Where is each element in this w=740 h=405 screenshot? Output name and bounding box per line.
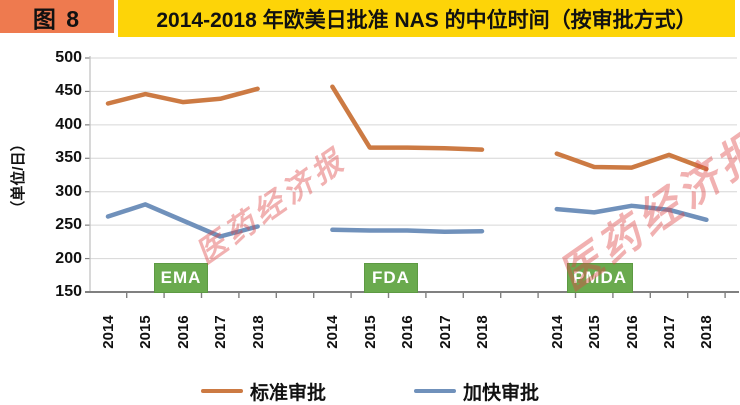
legend-label-expedited: 加快审批 <box>463 382 540 404</box>
y-tick-label: 250 <box>55 216 82 234</box>
x-tick-label-ema-2018: 2018 <box>249 315 267 349</box>
y-tick-label: 500 <box>55 49 82 66</box>
y-tick-label: 150 <box>55 283 82 300</box>
x-tick-label-fda-2015: 2015 <box>361 315 379 349</box>
agency-label-ema: EMA <box>154 263 208 293</box>
x-tick-label-pmda-2017: 2017 <box>661 315 678 349</box>
x-tick-label-pmda-2018: 2018 <box>698 315 716 349</box>
legend-label-standard: 标准审批 <box>249 382 326 404</box>
x-tick-label-ema-2016: 2016 <box>174 315 192 349</box>
line-expedited-fda <box>330 227 485 235</box>
legend-item-expedited: 加快审批 <box>414 378 539 405</box>
x-tick-label-ema-2015: 2015 <box>137 315 155 349</box>
line-standard-pmda <box>554 151 709 172</box>
x-tick-label-ema-2017: 2017 <box>212 315 230 349</box>
line-expedited-pmda <box>554 203 709 223</box>
y-tick-label: 350 <box>55 149 82 167</box>
x-tick-label-fda-2014: 2014 <box>324 315 342 349</box>
x-tick-label-pmda-2014: 2014 <box>548 315 566 349</box>
x-tick-label-pmda-2015: 2015 <box>586 315 604 349</box>
y-tick-label: 300 <box>55 182 82 200</box>
x-tick-label-ema-2014: 2014 <box>100 315 117 349</box>
chart-legend: 标准审批 加快审批 <box>0 378 740 405</box>
expedited-line-swatch <box>414 389 456 393</box>
x-tick-label-fda-2017: 2017 <box>436 315 454 349</box>
chart-title: 2014-2018 年欧美日批准 NAS 的中位时间（按审批方式） <box>118 0 735 37</box>
x-tick-label-fda-2018: 2018 <box>474 315 491 349</box>
agency-label-fda: FDA <box>364 263 418 293</box>
legend-item-standard: 标准审批 <box>200 378 326 405</box>
figure-number-tag: 图 8 <box>0 0 114 33</box>
line-standard-ema <box>105 86 260 106</box>
y-axis-title: （单位/日） <box>10 136 27 216</box>
line-standard-fda <box>330 84 485 152</box>
y-tick-label: 450 <box>55 82 82 100</box>
x-tick-label-pmda-2016: 2016 <box>623 315 641 349</box>
y-tick-label: 200 <box>55 249 82 267</box>
standard-line-swatch <box>200 389 243 393</box>
x-tick-label-fda-2016: 2016 <box>399 315 417 349</box>
line-expedited-ema <box>105 202 260 239</box>
y-tick-label: 400 <box>55 115 82 133</box>
agency-label-pmda: PMDA <box>567 263 633 293</box>
